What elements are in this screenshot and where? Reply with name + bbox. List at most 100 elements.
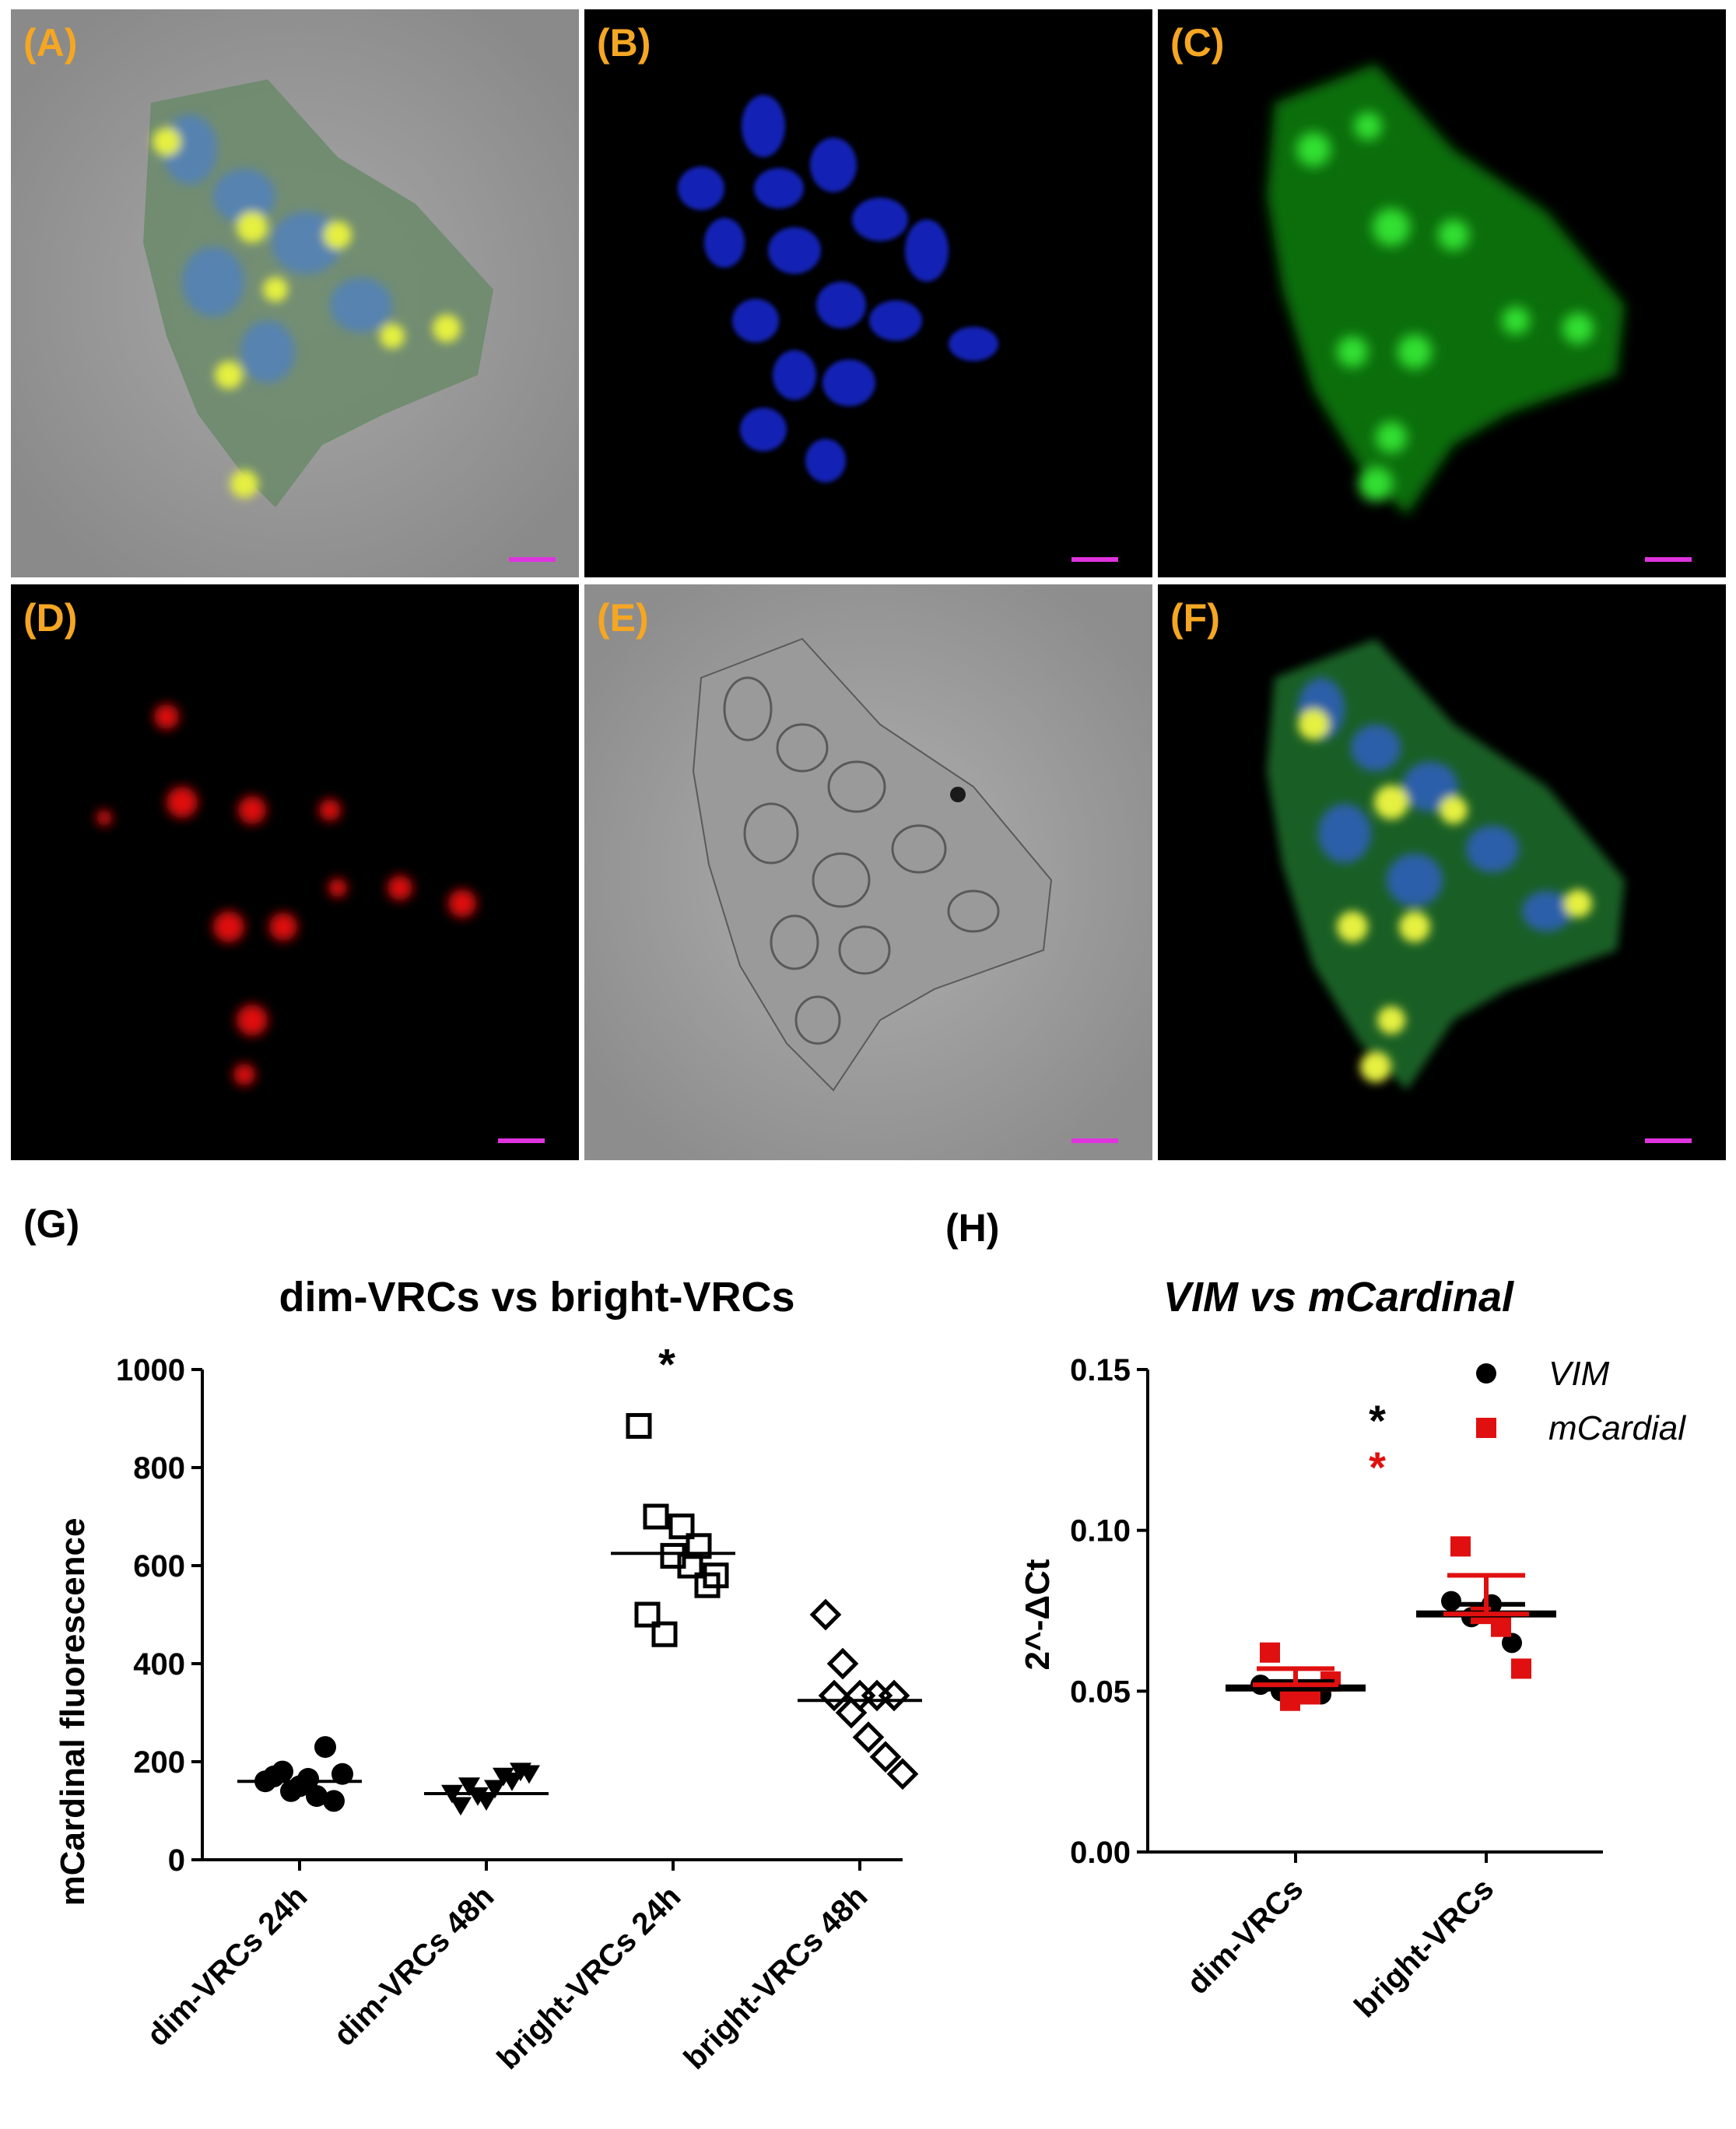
panel-e-brightfield: (E) — [584, 584, 1152, 1160]
chart-h-point — [1441, 1591, 1461, 1612]
chart-g-point — [861, 1679, 893, 1712]
chart-h-legend-label: VIM — [1548, 1355, 1610, 1393]
panel-d-mcardinal: (D) — [11, 584, 579, 1160]
chart-g-point — [297, 1768, 319, 1791]
panel-f-label: (F) — [1170, 596, 1220, 640]
chart-g-panel-label: (G) — [23, 1202, 79, 1246]
chart-g-significance-marker: * — [658, 1339, 675, 1388]
chart-g-point — [518, 1765, 540, 1784]
chart-h-x-tick-label: bright-VRCs — [1348, 1871, 1500, 2024]
chart-h-y-tick-label: 0.10 — [1070, 1514, 1131, 1549]
chart-g-point — [484, 1780, 506, 1799]
panel-a-merged-brightfield: (A) — [11, 9, 579, 577]
chart-g: (G) dim-VRCs vs bright-VRCs 0 200 400 600 80… — [23, 1202, 922, 2076]
chart-g-y-ticks: 0 200 400 600 800 1000 — [116, 1353, 202, 1878]
chart-g-point — [493, 1767, 514, 1787]
chart-h-point — [1260, 1642, 1280, 1663]
chart-g-y-tick-label: 800 — [133, 1451, 185, 1485]
chart-g-point — [869, 1741, 902, 1773]
chart-g-y-tick-label: 1000 — [116, 1353, 185, 1387]
panel-f-merged: (F) — [1158, 584, 1726, 1160]
chart-g-x-tick-label: bright-VRCs 48h — [678, 1879, 875, 2076]
chart-h-point — [1280, 1690, 1300, 1711]
chart-g-point — [263, 1765, 285, 1787]
chart-g-x-tick-label: dim-VRCs 48h — [328, 1879, 501, 2053]
chart-h-significance-marker: * — [1369, 1396, 1386, 1445]
chart-h-point — [1502, 1633, 1522, 1654]
panel-d-label: (D) — [23, 596, 78, 640]
chart-h-point — [1491, 1616, 1511, 1637]
chart-h-axes — [1146, 1370, 1603, 1854]
chart-h-annotations: ** — [1369, 1396, 1386, 1492]
panel-b-scale-bar — [1071, 557, 1118, 562]
chart-g-point — [651, 1621, 678, 1647]
chart-h-legend: VIM mCardial — [1476, 1355, 1686, 1447]
chart-h-x-tick-label: dim-VRCs — [1180, 1871, 1310, 2001]
panel-e-image — [584, 584, 1152, 1160]
chart-g-point — [668, 1513, 695, 1540]
chart-g-y-tick-label: 200 — [133, 1745, 185, 1780]
chart-h-panel-label: (H) — [945, 1206, 999, 1250]
chart-g-point — [306, 1785, 328, 1808]
chart-g-point — [703, 1563, 729, 1589]
panel-b-nuclei: (B) — [584, 9, 1152, 577]
panel-f-scale-bar — [1645, 1138, 1692, 1143]
chart-g-point — [450, 1797, 472, 1816]
chart-h-y-ticks: 0.00 0.05 0.10 0.15 — [1070, 1353, 1148, 1870]
panel-c-scale-bar — [1645, 557, 1692, 562]
panel-a-label: (A) — [23, 21, 78, 65]
panel-a-scale-bar — [509, 557, 556, 562]
chart-g-annotations: * — [658, 1339, 675, 1388]
panel-b-image — [678, 95, 998, 482]
chart-h-point — [1511, 1658, 1531, 1679]
chart-g-point — [818, 1679, 850, 1712]
chart-g-y-tick-label: 600 — [133, 1549, 185, 1584]
chart-h-x-ticks: dim-VRCs bright-VRCs — [1180, 1852, 1500, 2024]
chart-g-point — [826, 1647, 859, 1680]
chart-g-point — [809, 1598, 842, 1631]
chart-g-point — [626, 1412, 652, 1439]
chart-g-x-tick-label: bright-VRCs 24h — [491, 1879, 688, 2076]
chart-h-legend-marker — [1476, 1418, 1496, 1438]
chart-h-point — [1450, 1536, 1471, 1557]
chart-g-point — [331, 1762, 353, 1785]
chart-g-point — [843, 1679, 876, 1712]
chart-g-points — [254, 1412, 919, 1816]
panel-b-label: (B) — [597, 21, 651, 65]
chart-h-title: VIM vs mCardinal — [1163, 1274, 1514, 1321]
chart-g-point — [280, 1780, 302, 1802]
chart-h-legend-marker — [1476, 1363, 1496, 1384]
chart-g-point — [643, 1503, 669, 1530]
chart-g-point — [323, 1790, 345, 1812]
panel-d-image — [96, 704, 476, 1086]
chart-g-axes — [201, 1370, 903, 1861]
panel-c-label: (C) — [1170, 21, 1225, 65]
chart-g-point — [467, 1787, 489, 1806]
chart-h-y-axis-label: 2^-ΔCt — [1019, 1559, 1057, 1670]
panel-a-image — [11, 9, 579, 577]
chart-g-y-tick-label: 0 — [168, 1843, 185, 1878]
chart-g-means — [237, 1552, 922, 1795]
chart-g-point — [501, 1773, 523, 1791]
panel-c-image — [1267, 64, 1625, 515]
chart-g-x-tick-label: dim-VRCs 24h — [141, 1879, 314, 2053]
chart-g-point — [634, 1601, 661, 1628]
chart-g-title: dim-VRCs vs bright-VRCs — [279, 1274, 794, 1321]
panel-c-gfp: (C) — [1158, 9, 1726, 577]
chart-g-point — [686, 1533, 712, 1559]
panel-e-label: (E) — [597, 596, 649, 640]
chart-g-point — [314, 1736, 336, 1759]
panel-f-image — [1267, 639, 1625, 1090]
chart-h-y-tick-label: 0.05 — [1070, 1675, 1131, 1709]
panel-e-scale-bar — [1071, 1138, 1118, 1143]
chart-g-point — [878, 1679, 910, 1712]
chart-g-y-tick-label: 400 — [133, 1647, 185, 1682]
chart-g-point — [458, 1777, 480, 1797]
chart-g-point — [886, 1758, 919, 1791]
chart-h-legend-label: mCardial — [1548, 1409, 1686, 1447]
chart-g-point — [835, 1696, 868, 1729]
chart-h-y-tick-label: 0.15 — [1070, 1353, 1131, 1387]
chart-h-y-tick-label: 0.00 — [1070, 1836, 1131, 1870]
charts-area: (G) dim-VRCs vs bright-VRCs 0 200 400 600 80… — [23, 1202, 1686, 2076]
